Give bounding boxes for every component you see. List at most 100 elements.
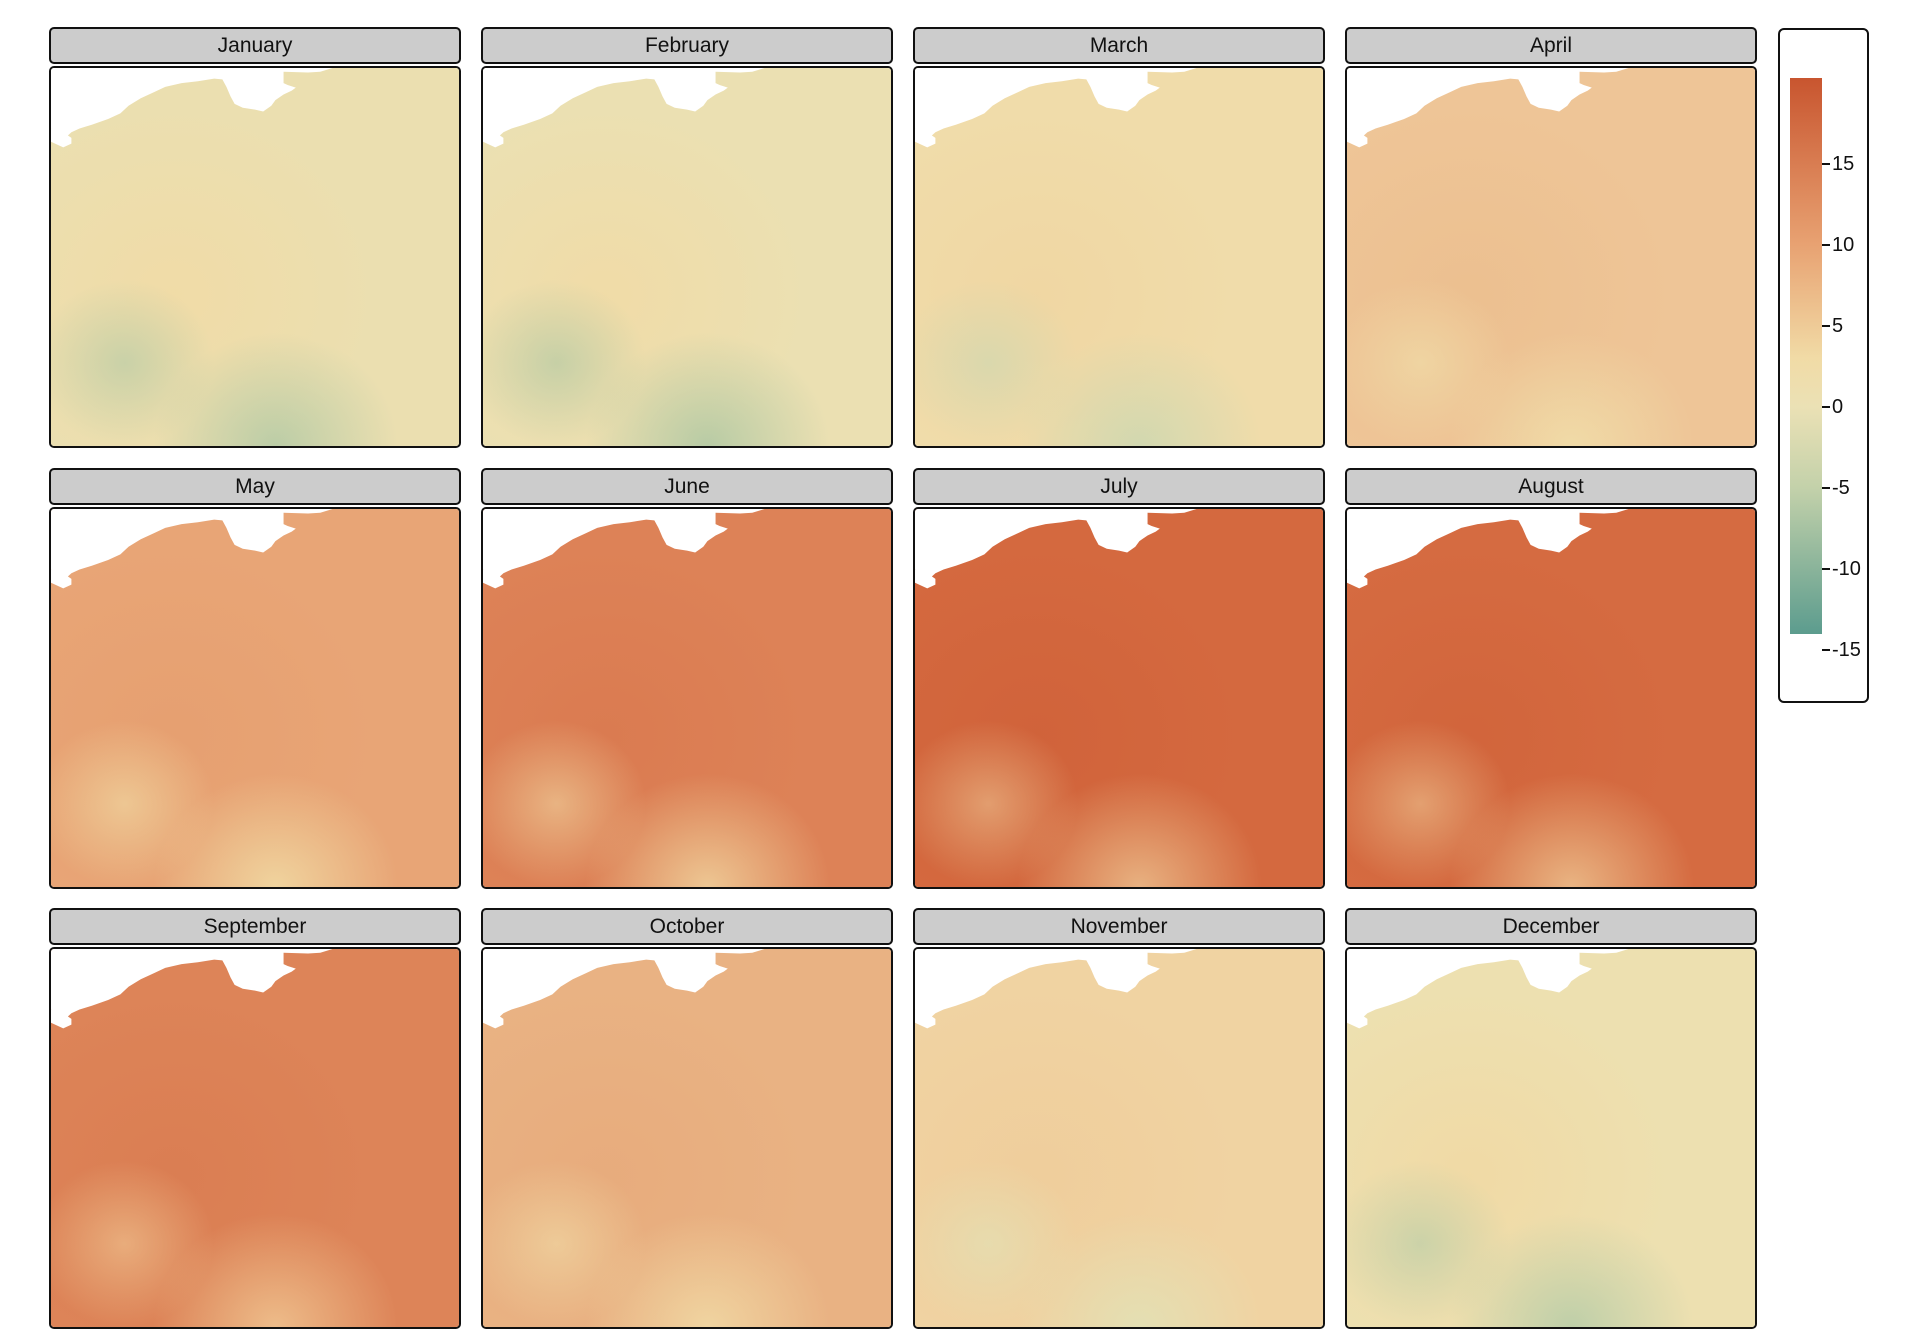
temperature-raster [51, 68, 459, 446]
sea-area [483, 949, 765, 1018]
colorbar-tick [1822, 162, 1830, 165]
facet-title: December [1345, 908, 1757, 945]
upland-shading [483, 68, 891, 446]
facet-january: January [49, 27, 461, 448]
facet-october: October [481, 908, 893, 1329]
sea-area [483, 509, 765, 578]
upland-shading [1347, 509, 1755, 887]
facet-title: June [481, 468, 893, 505]
facet-title: July [913, 468, 1325, 505]
map-panel [49, 947, 461, 1329]
map-panel [49, 507, 461, 889]
lagoon-area [483, 128, 504, 148]
facet-title: February [481, 27, 893, 64]
colorbar-tick-label: -5 [1832, 477, 1850, 500]
map-panel [1345, 507, 1757, 889]
sea-area [915, 68, 1197, 137]
colorbar-tick [1822, 649, 1830, 652]
map-panel [1345, 66, 1757, 448]
temperature-raster [483, 509, 891, 887]
sea-area [915, 509, 1197, 578]
map-panel [913, 66, 1325, 448]
facet-september: September [49, 908, 461, 1329]
lagoon-area [51, 128, 72, 148]
colorbar-tick-label: 15 [1832, 152, 1855, 175]
map-panel [49, 66, 461, 448]
colorbar-tick-label: 0 [1832, 396, 1844, 419]
upland-shading [51, 68, 459, 446]
sea-area [1347, 68, 1629, 137]
colorbar-tick-label: -10 [1832, 558, 1861, 581]
map-panel [481, 507, 893, 889]
map-panel [1345, 947, 1757, 1329]
lagoon-area [1347, 569, 1368, 589]
upland-shading [51, 949, 459, 1327]
upland-shading [483, 949, 891, 1327]
upland-shading [915, 509, 1323, 887]
facet-august: August [1345, 468, 1757, 889]
facet-title: March [913, 27, 1325, 64]
upland-shading [483, 509, 891, 887]
temperature-raster [915, 509, 1323, 887]
facet-title: April [1345, 27, 1757, 64]
lagoon-area [1347, 128, 1368, 148]
facet-title: September [49, 908, 461, 945]
facet-title: January [49, 27, 461, 64]
temperature-raster [51, 509, 459, 887]
map-panel [481, 66, 893, 448]
upland-shading [915, 68, 1323, 446]
lagoon-area [51, 1009, 72, 1029]
facet-title: August [1345, 468, 1757, 505]
facet-title: May [49, 468, 461, 505]
facet-february: February [481, 27, 893, 448]
upland-shading [915, 949, 1323, 1327]
temperature-raster [915, 68, 1323, 446]
sea-area [915, 949, 1197, 1018]
colorbar [1790, 78, 1822, 634]
sea-area [51, 509, 333, 578]
temperature-raster [483, 68, 891, 446]
sea-area [1347, 949, 1629, 1018]
facet-november: November [913, 908, 1325, 1329]
temperature-raster [915, 949, 1323, 1327]
upland-shading [1347, 68, 1755, 446]
colorbar-tick-label: 10 [1832, 233, 1855, 256]
sea-area [51, 68, 333, 137]
lagoon-area [1347, 1009, 1368, 1029]
temperature-raster [1347, 68, 1755, 446]
colorbar-tick [1822, 406, 1830, 409]
colorbar-tick [1822, 243, 1830, 246]
lagoon-area [915, 1009, 936, 1029]
facet-march: March [913, 27, 1325, 448]
colorbar-legend: 15 10 5 0 -5 -10 -15 [1778, 28, 1869, 703]
map-panel [913, 507, 1325, 889]
facet-april: April [1345, 27, 1757, 448]
facet-may: May [49, 468, 461, 889]
colorbar-tick-label: -15 [1832, 639, 1861, 662]
sea-area [51, 949, 333, 1018]
lagoon-area [915, 569, 936, 589]
temperature-raster [1347, 949, 1755, 1327]
map-panel [481, 947, 893, 1329]
colorbar-tick [1822, 325, 1830, 327]
temperature-raster [1347, 509, 1755, 887]
map-panel [913, 947, 1325, 1329]
sea-area [483, 68, 765, 137]
facet-december: December [1345, 908, 1757, 1329]
temperature-raster [51, 949, 459, 1327]
lagoon-area [483, 1009, 504, 1029]
lagoon-area [915, 128, 936, 148]
lagoon-area [483, 569, 504, 589]
colorbar-gradient [1790, 78, 1822, 634]
colorbar-tick [1822, 487, 1830, 490]
sea-area [1347, 509, 1629, 578]
colorbar-tick-label: 5 [1832, 315, 1844, 337]
facet-june: June [481, 468, 893, 889]
colorbar-tick [1822, 568, 1830, 571]
facet-title: November [913, 908, 1325, 945]
upland-shading [51, 509, 459, 887]
facet-july: July [913, 468, 1325, 889]
facet-title: October [481, 908, 893, 945]
upland-shading [1347, 949, 1755, 1327]
temperature-raster [483, 949, 891, 1327]
